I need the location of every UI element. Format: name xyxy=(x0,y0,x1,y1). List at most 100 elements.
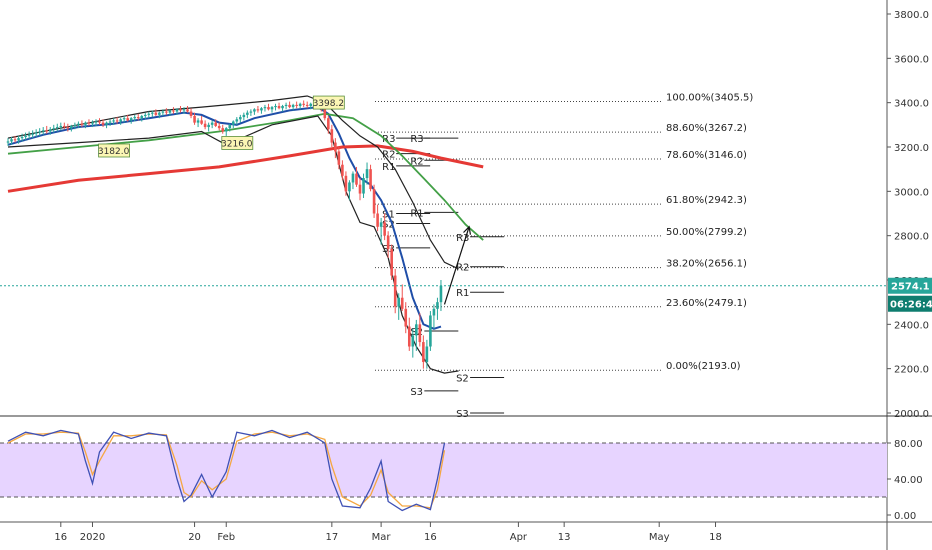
candle-body xyxy=(298,103,302,106)
candle-body xyxy=(256,109,260,111)
pivot-label: S3 xyxy=(410,387,423,398)
candle-body xyxy=(379,222,383,227)
candle-body xyxy=(393,275,397,307)
candle-body xyxy=(260,108,263,111)
candle-body xyxy=(411,335,415,347)
series-line-projection xyxy=(443,226,470,305)
candle-body xyxy=(246,112,249,115)
pivot-label: S3 xyxy=(456,409,469,420)
osc-tick-label: 40.00 xyxy=(894,475,923,486)
price-tick-label: 3600.0 xyxy=(894,54,929,65)
fib-level-label: 38.20%(2656.1) xyxy=(666,259,747,270)
candle-body xyxy=(309,103,313,106)
pivot-label: R2 xyxy=(382,150,395,161)
candle-body xyxy=(249,111,253,113)
oscillator-pane: 0.00 40.00 80.00 xyxy=(0,429,923,522)
pivot-label: S2 xyxy=(456,374,469,385)
candle-body xyxy=(63,125,66,128)
stoch-rsi-band xyxy=(0,443,887,497)
candle-body xyxy=(84,122,87,125)
candle-body xyxy=(422,342,425,363)
candle-body xyxy=(161,111,165,113)
candle-body xyxy=(383,222,386,236)
current-price-label: 2574.1 xyxy=(891,282,930,293)
price-notes: 3398.2 3182.0 3216.0 xyxy=(98,95,345,158)
pivot-points: R3R3R2R1R2R1S1S2S3R3R2R1S2S3S2S3 xyxy=(382,134,505,420)
projection-arrowhead xyxy=(463,225,472,235)
candle-body xyxy=(129,118,133,121)
candle-body xyxy=(274,105,277,108)
candle-body xyxy=(429,315,432,347)
candle-body xyxy=(355,173,358,185)
candle-body xyxy=(263,107,267,109)
candle-body xyxy=(34,132,38,134)
candle-body xyxy=(327,118,330,130)
candle-body xyxy=(13,139,17,141)
candle-body xyxy=(59,125,63,128)
candle-body xyxy=(115,120,119,122)
price-axis: 2000.02200.02400.02600.02800.03000.03200… xyxy=(887,10,929,420)
time-tick-label: 18 xyxy=(709,532,722,543)
price-tick-label: 3200.0 xyxy=(894,143,929,154)
time-tick-label: Apr xyxy=(510,532,528,543)
pivot-label: S2 xyxy=(382,219,395,230)
candle-body xyxy=(404,308,408,327)
candle-body xyxy=(386,235,390,249)
candle-body xyxy=(270,107,274,110)
candles xyxy=(6,100,443,369)
candle-body xyxy=(418,324,422,343)
candle-body xyxy=(38,131,41,133)
candle-body xyxy=(415,324,418,336)
candle-body xyxy=(158,112,161,115)
candle-body xyxy=(277,105,281,109)
candle-body xyxy=(224,128,228,132)
candle-body xyxy=(27,134,31,136)
candle-body xyxy=(196,120,200,123)
pivot-label: R3 xyxy=(382,134,395,145)
time-tick-label: 13 xyxy=(558,532,571,543)
candle-body xyxy=(147,113,151,115)
osc-tick-label: 0.00 xyxy=(894,511,916,522)
candle-body xyxy=(41,130,45,132)
candle-body xyxy=(432,308,436,316)
price-tick-label: 2000.0 xyxy=(894,409,929,420)
fib-level-label: 50.00%(2799.2) xyxy=(666,227,747,238)
candle-body xyxy=(348,182,351,192)
candle-body xyxy=(91,122,94,124)
candle-body xyxy=(305,104,309,106)
candle-body xyxy=(337,151,341,165)
candle-body xyxy=(351,173,355,183)
candle-body xyxy=(323,109,327,119)
candle-body xyxy=(108,121,112,123)
candle-body xyxy=(334,142,337,152)
candle-body xyxy=(70,125,73,129)
candle-body xyxy=(390,248,393,276)
time-tick-label: May xyxy=(649,532,670,543)
candle-body xyxy=(200,120,203,124)
candle-body xyxy=(77,123,80,125)
osc-tick-label: 80.00 xyxy=(894,439,923,450)
pivot-label: R3 xyxy=(410,134,423,145)
fib-level-label: 78.60%(3146.0) xyxy=(666,150,747,161)
candle-body xyxy=(400,297,404,309)
candle-body xyxy=(94,121,98,123)
candle-body xyxy=(253,109,256,112)
candle-body xyxy=(214,122,217,126)
candle-body xyxy=(228,124,232,129)
candle-body xyxy=(48,129,52,132)
candle-body xyxy=(302,103,305,105)
fib-level-label: 23.60%(2479.1) xyxy=(666,298,747,309)
candle-body xyxy=(281,105,284,109)
candle-body xyxy=(372,189,376,214)
countdown-label: 06:26:43 xyxy=(890,300,932,311)
candle-body xyxy=(151,112,154,114)
candle-body xyxy=(66,127,70,129)
price-note-label: 3398.2 xyxy=(313,99,345,109)
candle-body xyxy=(101,122,105,125)
candle-body xyxy=(52,128,56,130)
fib-level-label: 88.60%(3267.2) xyxy=(666,123,747,134)
price-note-box xyxy=(312,95,345,110)
fib-level-label: 61.80%(2942.3) xyxy=(666,195,747,206)
price-note-label: 3216.0 xyxy=(221,139,253,149)
